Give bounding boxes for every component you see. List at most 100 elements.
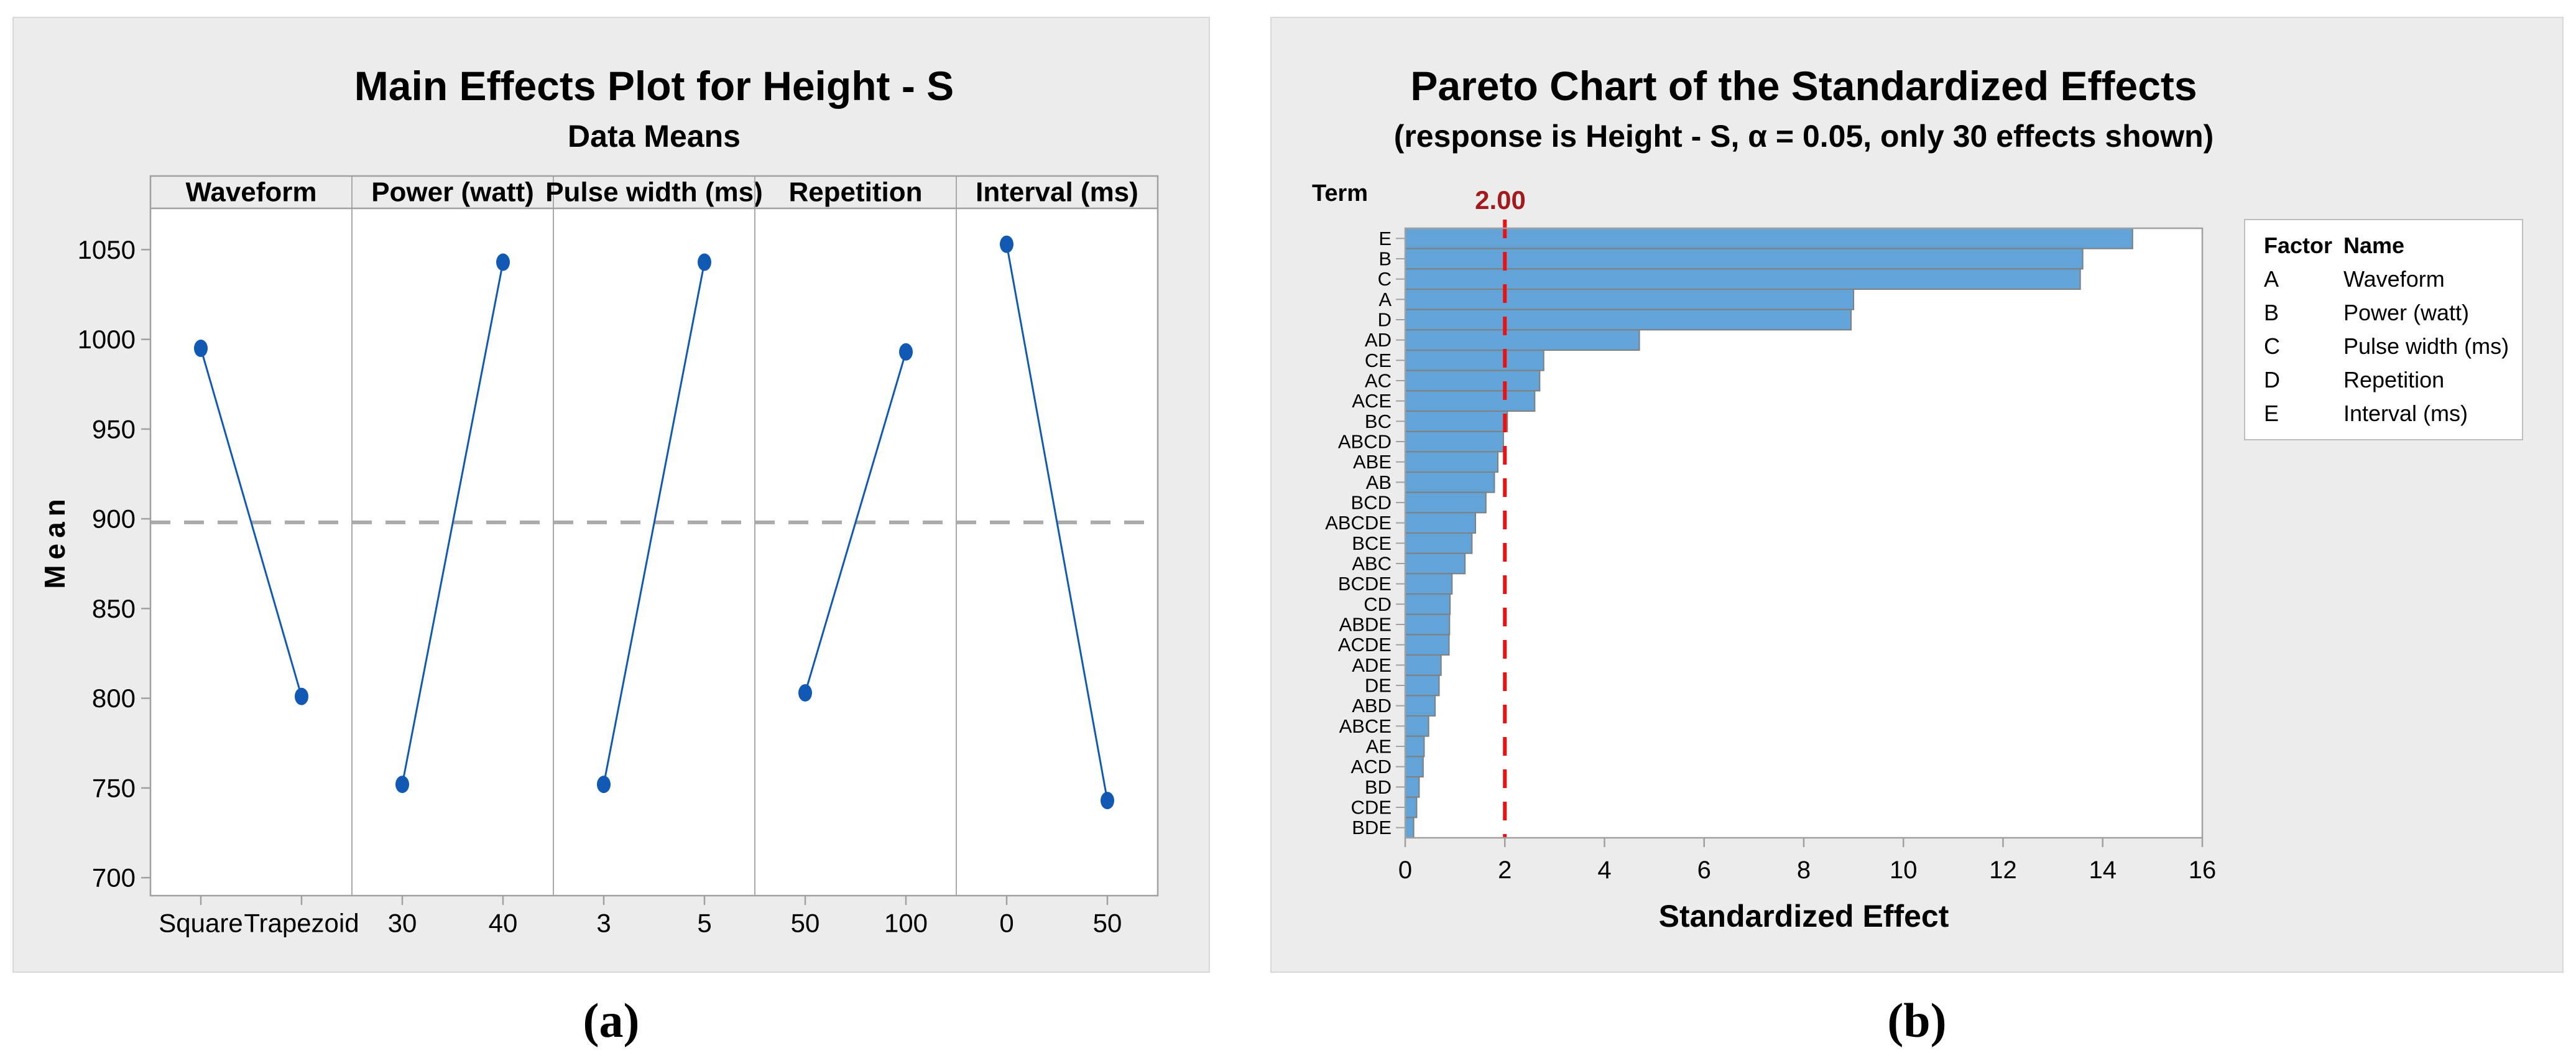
pareto-legend: Factor Name A Waveform B Power (watt) C … (2244, 219, 2523, 440)
pareto-bar (1405, 369, 1541, 392)
pareto-bar (1405, 390, 1536, 412)
caption-a: (a) (583, 993, 640, 1047)
pareto-bar (1405, 756, 1424, 778)
pareto-bar (1405, 268, 2081, 290)
y-tick-label: 950 (92, 414, 136, 443)
pareto-frame (1404, 227, 2204, 839)
term-label: ACDE (1338, 634, 1392, 656)
pareto-bar (1405, 593, 1451, 615)
pareto-bar (1405, 654, 1442, 676)
x-tick-label: 4 (1597, 856, 1611, 884)
pareto-bar (1405, 228, 2133, 249)
pareto-reference-line-label: 2.00 (1475, 185, 1526, 215)
y-tick-label: 1050 (78, 235, 136, 264)
term-label: C (1378, 268, 1392, 290)
effect-point (698, 253, 711, 271)
pareto-term-axis-label: Term (1311, 180, 1369, 206)
x-tick-label: 5 (697, 909, 711, 938)
legend-name: Interval (ms) (2343, 401, 2468, 426)
main-effects-frame (149, 175, 1159, 897)
legend-header-factor: Factor (2264, 233, 2333, 258)
legend-factor: C (2264, 333, 2280, 359)
effect-line (200, 348, 303, 697)
x-tick-label: Square (159, 909, 242, 938)
pareto-bar (1405, 776, 1420, 798)
term-label: ACE (1352, 390, 1392, 412)
effect-point (597, 776, 611, 794)
panel-header-label: Repetition (788, 177, 922, 208)
effect-line (602, 262, 706, 785)
effect-point (395, 776, 409, 794)
panel-header-label: Interval (ms) (976, 177, 1138, 208)
x-tick-label: 50 (1093, 909, 1122, 938)
term-label: ABDE (1339, 614, 1392, 636)
x-tick-label: Trapezoid (244, 909, 359, 938)
x-tick-label: 30 (388, 909, 417, 938)
term-label: E (1378, 228, 1392, 249)
legend-factor: D (2264, 367, 2280, 392)
pareto-bar (1405, 411, 1508, 432)
term-label: BCDE (1338, 573, 1392, 595)
pareto-x-axis-label: Standardized Effect (1658, 899, 1949, 934)
term-label: BCD (1351, 492, 1392, 514)
term-label: BDE (1352, 817, 1392, 838)
term-label: ABE (1353, 451, 1392, 473)
effect-line (1005, 244, 1109, 801)
x-tick-label: 12 (1989, 856, 2017, 884)
effect-line (401, 262, 504, 785)
pareto-bar (1405, 512, 1476, 534)
term-label: BD (1365, 776, 1392, 798)
term-label: CD (1364, 593, 1392, 615)
pareto-bar (1405, 695, 1436, 717)
pareto-bar (1405, 532, 1473, 554)
term-label: A (1378, 289, 1392, 310)
x-tick-label: 6 (1697, 856, 1711, 884)
term-label: DE (1365, 675, 1392, 697)
x-tick-label: 50 (791, 909, 820, 938)
panel-header-label: Power (watt) (371, 177, 534, 208)
main-effects-plot-area (150, 208, 1158, 896)
pareto-bar (1405, 329, 1640, 351)
term-label: ABD (1352, 695, 1392, 717)
term-label: ABCD (1338, 431, 1392, 453)
panel-header-label: Waveform (185, 177, 316, 208)
pareto-bar (1405, 674, 1440, 697)
legend-name: Waveform (2343, 266, 2445, 292)
main-effects-subtitle: Data Means (568, 119, 741, 154)
pareto-bar (1405, 735, 1425, 758)
pareto-bar (1405, 715, 1429, 737)
effect-point (295, 687, 308, 705)
x-tick-label: 100 (884, 909, 928, 938)
effect-line (804, 351, 907, 693)
term-label: CDE (1351, 797, 1392, 819)
legend-header-name: Name (2343, 233, 2405, 258)
effect-point (1101, 792, 1114, 810)
term-label: CE (1365, 350, 1392, 371)
term-label: ABC (1352, 553, 1392, 575)
pareto-subtitle: (response is Height - S, α = 0.05, only … (1393, 119, 2214, 154)
x-tick-label: 3 (596, 909, 611, 938)
pareto-bar (1405, 350, 1544, 371)
pareto-bar (1405, 308, 1852, 331)
panel-header-label: Pulse width (ms) (545, 177, 763, 208)
legend-factor: A (2264, 266, 2279, 292)
x-tick-label: 40 (489, 909, 518, 938)
term-label: AC (1365, 370, 1392, 392)
effect-point (798, 684, 812, 702)
pareto-bar (1405, 796, 1418, 819)
legend-factor: B (2264, 300, 2279, 325)
term-label: ABCDE (1325, 512, 1392, 534)
term-label: AE (1366, 736, 1392, 758)
main-effects-title: Main Effects Plot for Height - S (354, 63, 954, 109)
x-tick-label: 0 (999, 909, 1013, 938)
effect-point (899, 343, 913, 361)
pareto-bar (1405, 613, 1451, 636)
term-label: AB (1366, 471, 1392, 493)
x-tick-label: 14 (2089, 856, 2117, 884)
pareto-bar (1405, 471, 1495, 493)
x-tick-label: 8 (1797, 856, 1811, 884)
term-label: BC (1365, 411, 1392, 432)
y-tick-label: 750 (92, 773, 136, 802)
x-tick-label: 0 (1398, 856, 1412, 884)
